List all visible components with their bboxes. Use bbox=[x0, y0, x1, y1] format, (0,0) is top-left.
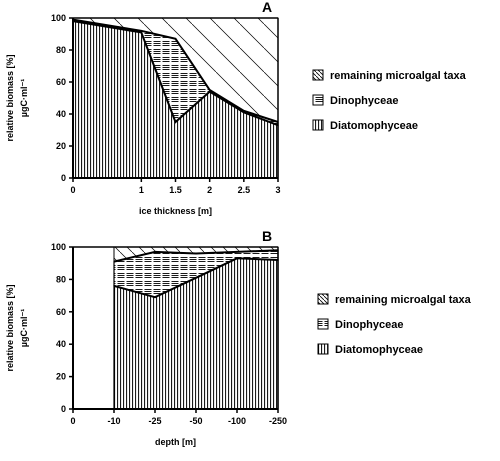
b-y-tick-label: 40 bbox=[56, 339, 66, 349]
b-x-tick-label: 0 bbox=[70, 416, 75, 426]
b-x-tick-label: -100 bbox=[228, 416, 246, 426]
b-legend-label-diatomophyceae: Diatomophyceae bbox=[335, 344, 423, 356]
b-legend-swatch-diatomophyceae bbox=[317, 343, 329, 355]
a-y-tick-label: 0 bbox=[61, 173, 66, 183]
b-y-tick-label: 100 bbox=[51, 242, 66, 252]
a-y-tick-label: 20 bbox=[56, 141, 66, 151]
panel-b-areas bbox=[113, 246, 279, 410]
panel-a: A 0 20 40 60 80 100 0 1 1.5 2 2.5 3 ice thickness … bbox=[5, 0, 467, 216]
a-x-tick-label: 0 bbox=[70, 185, 75, 195]
a-x-tick-label: 1.5 bbox=[169, 185, 182, 195]
panel-b-y-ticks: 0 20 40 60 80 100 bbox=[51, 242, 73, 414]
b-legend-swatch-dinophyceae bbox=[317, 318, 329, 330]
b-x-tick-label: -10 bbox=[107, 416, 120, 426]
panel-a-x-axis-label: ice thickness [m] bbox=[139, 206, 212, 216]
panel-a-legend: remaining microalgal taxa Dinophyceae Diat… bbox=[312, 69, 467, 132]
panel-a-areas bbox=[72, 17, 279, 179]
b-y-tick-label: 80 bbox=[56, 274, 66, 284]
a-y-tick-label: 100 bbox=[51, 13, 66, 23]
b-legend-label-dinophyceae: Dinophyceae bbox=[335, 319, 403, 331]
a-x-tick-label: 2.5 bbox=[238, 185, 251, 195]
panel-a-x-ticks: 0 1 1.5 2 2.5 3 bbox=[70, 178, 281, 195]
panel-b-y-axis-unit: µgC·ml⁻¹ bbox=[19, 309, 29, 347]
a-y-tick-label: 40 bbox=[56, 109, 66, 119]
a-legend-label-dinophyceae: Dinophyceae bbox=[330, 95, 398, 107]
panel-a-letter: A bbox=[262, 0, 272, 15]
panel-b-y-axis-label: relative biomass [%] bbox=[5, 284, 15, 371]
b-x-tick-label: -50 bbox=[189, 416, 202, 426]
a-legend-label-diatomophyceae: Diatomophyceae bbox=[330, 120, 418, 132]
panel-b-x-axis-label: depth [m] bbox=[155, 437, 196, 447]
b-y-tick-label: 0 bbox=[61, 404, 66, 414]
b-line-dinophyceae bbox=[113, 249, 279, 263]
panel-a-y-axis-unit: µgC·ml⁻¹ bbox=[19, 79, 29, 117]
b-y-tick-label: 20 bbox=[56, 372, 66, 382]
b-x-tick-label: -25 bbox=[148, 416, 161, 426]
panel-b: B 0 20 40 60 80 100 0 -10 -25 -50 -100 -250 depth … bbox=[5, 228, 472, 447]
a-x-tick-label: 1 bbox=[139, 185, 144, 195]
panel-b-frame bbox=[72, 246, 279, 410]
a-line-diatomophyceae bbox=[72, 20, 279, 127]
a-y-tick-label: 80 bbox=[56, 45, 66, 55]
panel-b-letter: B bbox=[262, 228, 272, 244]
panel-a-y-ticks: 0 20 40 60 80 100 bbox=[51, 13, 73, 183]
a-y-tick-label: 60 bbox=[56, 77, 66, 87]
b-legend-swatch-remaining-microalgal-taxa bbox=[317, 293, 329, 305]
panel-b-legend: remaining microalgal taxa Dinophyceae Diat… bbox=[317, 293, 472, 356]
b-line-diatomophyceae bbox=[113, 257, 279, 299]
b-y-tick-label: 60 bbox=[56, 307, 66, 317]
b-x-tick-label: -250 bbox=[269, 416, 287, 426]
panel-a-y-axis-label: relative biomass [%] bbox=[5, 54, 15, 141]
a-legend-label-remaining-microalgal-taxa: remaining microalgal taxa bbox=[330, 70, 467, 82]
a-legend-swatch-dinophyceae bbox=[312, 94, 324, 106]
a-x-tick-label: 2 bbox=[207, 185, 212, 195]
a-line-dinophyceae bbox=[72, 18, 279, 123]
a-x-tick-label: 3 bbox=[275, 185, 280, 195]
a-legend-swatch-diatomophyceae bbox=[312, 119, 324, 131]
panel-b-x-ticks: 0 -10 -25 -50 -100 -250 bbox=[70, 409, 287, 426]
a-legend-swatch-remaining-microalgal-taxa bbox=[312, 69, 324, 81]
b-legend-label-remaining-microalgal-taxa: remaining microalgal taxa bbox=[335, 294, 472, 306]
